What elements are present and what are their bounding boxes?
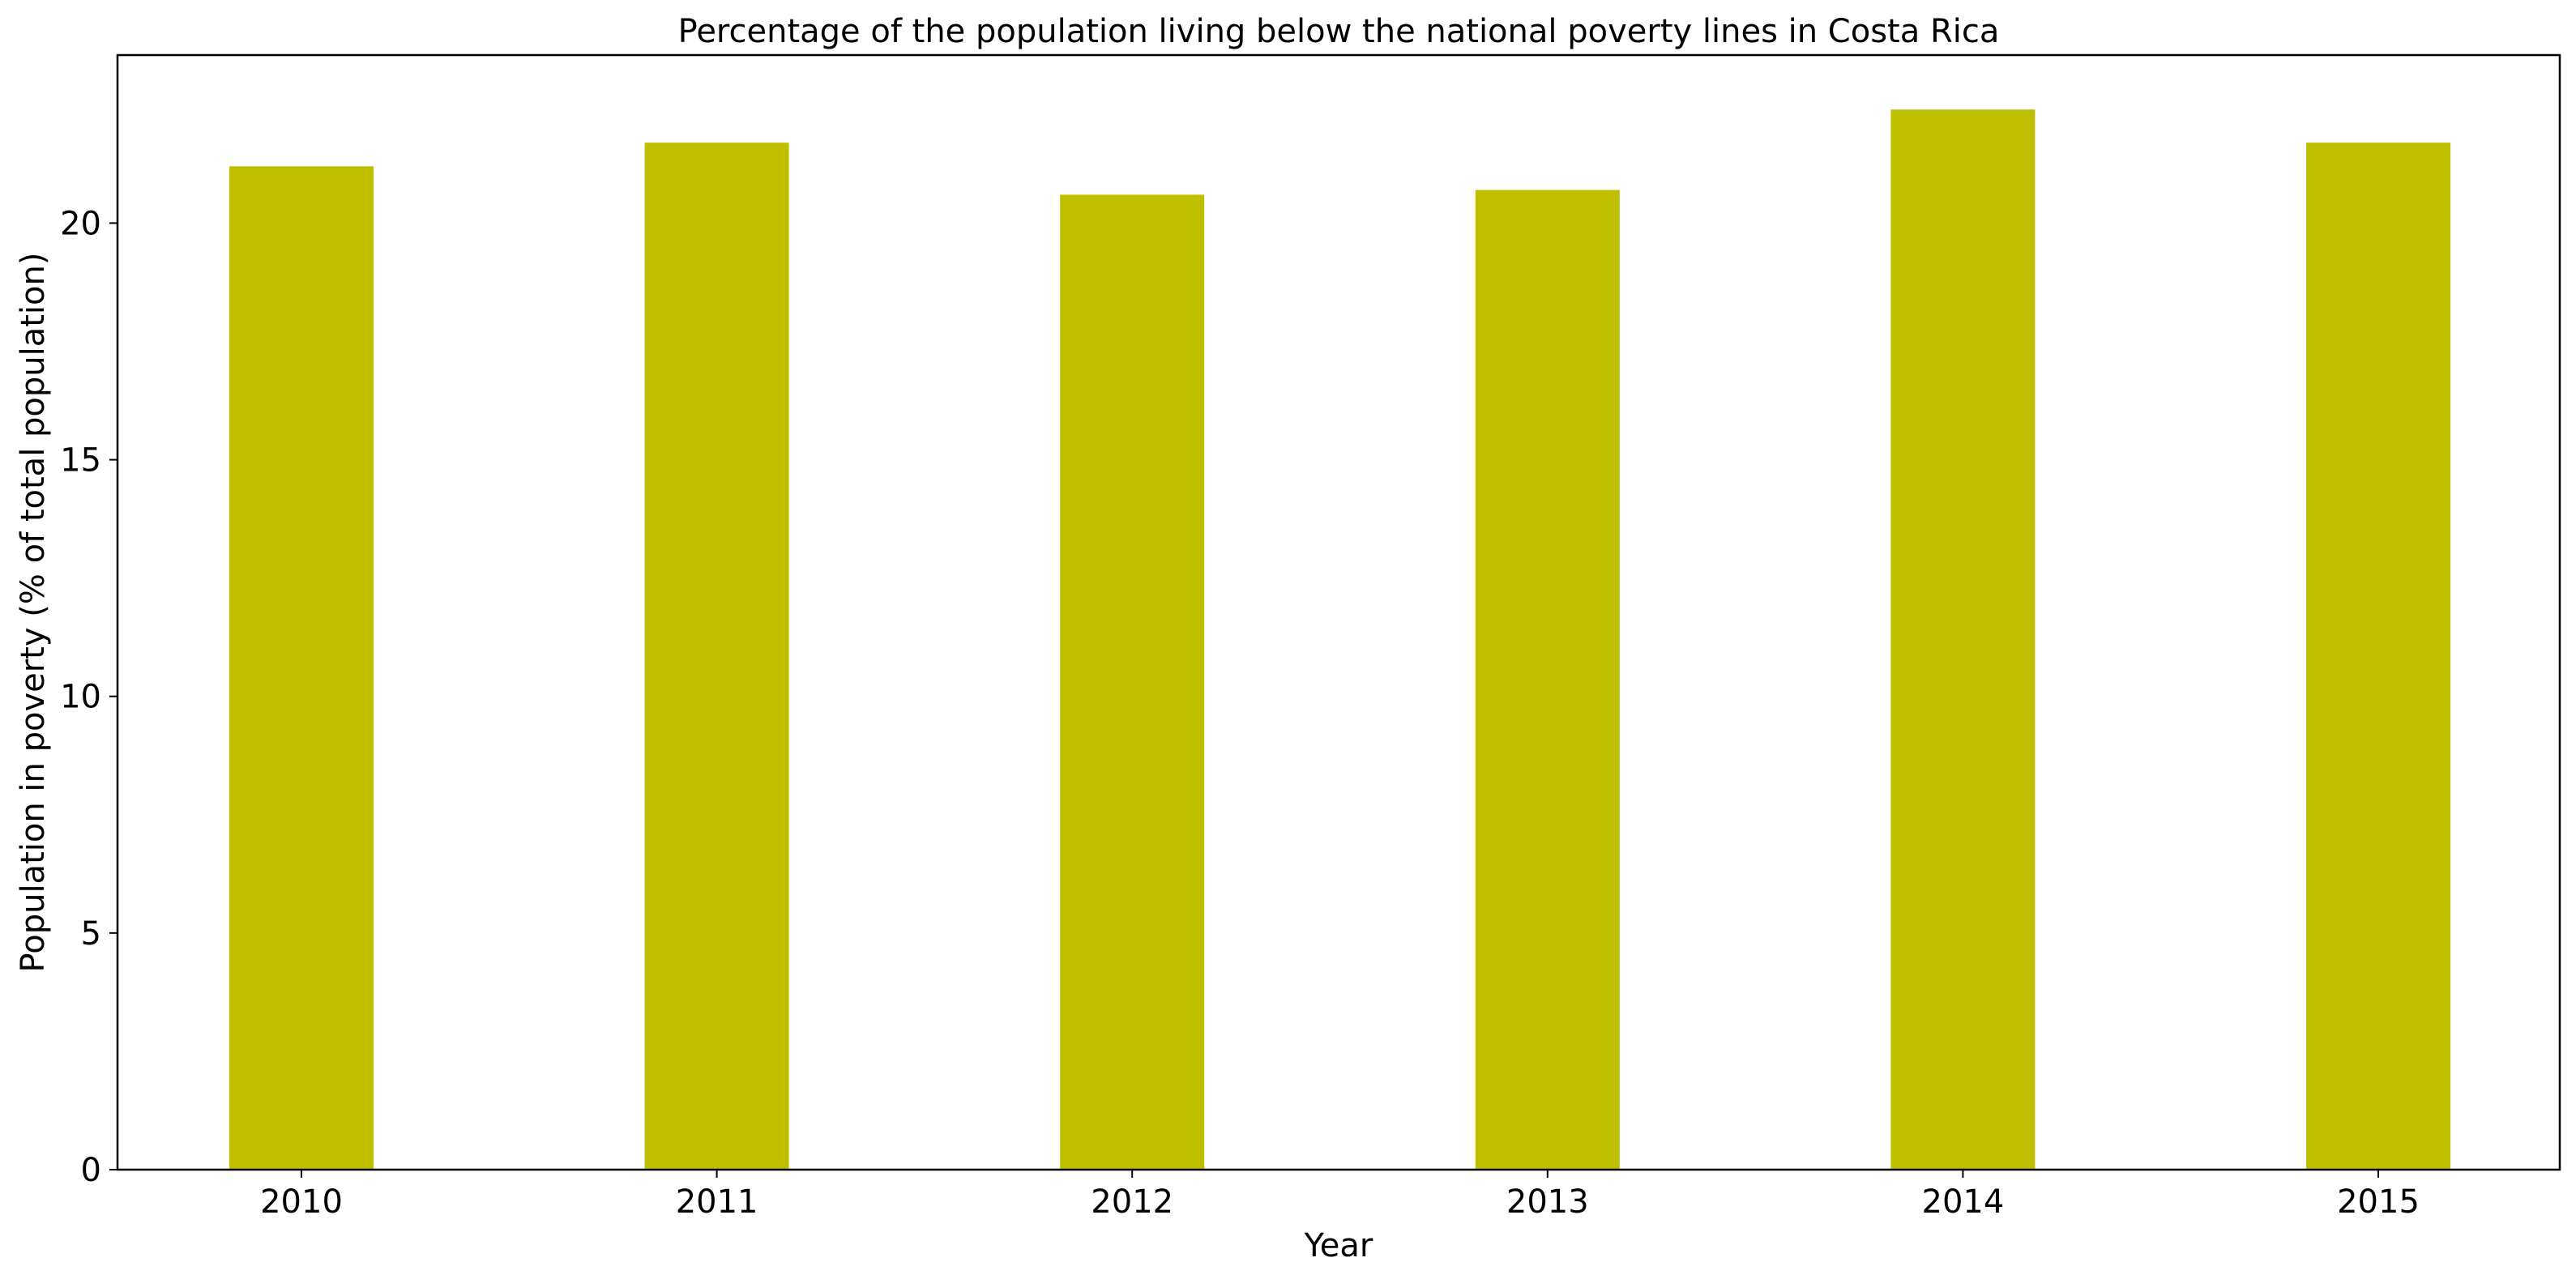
x-axis-label: Year	[1304, 1227, 1373, 1264]
x-tick-label-2011: 2011	[676, 1183, 758, 1221]
bar-2010	[229, 166, 374, 1170]
y-tick-label-15: 15	[60, 442, 101, 480]
x-tick-label-2013: 2013	[1506, 1183, 1589, 1221]
x-tick-label-2014: 2014	[1922, 1183, 2005, 1221]
bar-2013	[1475, 190, 1620, 1170]
plot-frame	[116, 53, 2561, 1171]
y-tick-label-0: 0	[81, 1152, 101, 1189]
x-tick-label-2015: 2015	[2337, 1183, 2420, 1221]
x-axis: 2010 2011 2012 2013 2014 2015	[260, 1170, 2420, 1221]
y-axis: 0 5 10 15 20	[60, 205, 117, 1189]
chart-title: Percentage of the population living belo…	[678, 13, 2000, 50]
y-tick-label-20: 20	[60, 205, 101, 242]
y-tick-label-10: 10	[60, 679, 101, 716]
bars-layer	[229, 109, 2450, 1170]
x-tick-label-2010: 2010	[260, 1183, 343, 1221]
y-tick-label-5: 5	[81, 915, 101, 953]
x-tick-label-2012: 2012	[1091, 1183, 1173, 1221]
bar-2012	[1060, 194, 1205, 1170]
bar-2011	[644, 143, 789, 1170]
bar-2014	[1890, 109, 2036, 1170]
bar-2015	[2306, 143, 2450, 1170]
y-axis-label: Population in poverty (% of total popula…	[15, 253, 52, 973]
